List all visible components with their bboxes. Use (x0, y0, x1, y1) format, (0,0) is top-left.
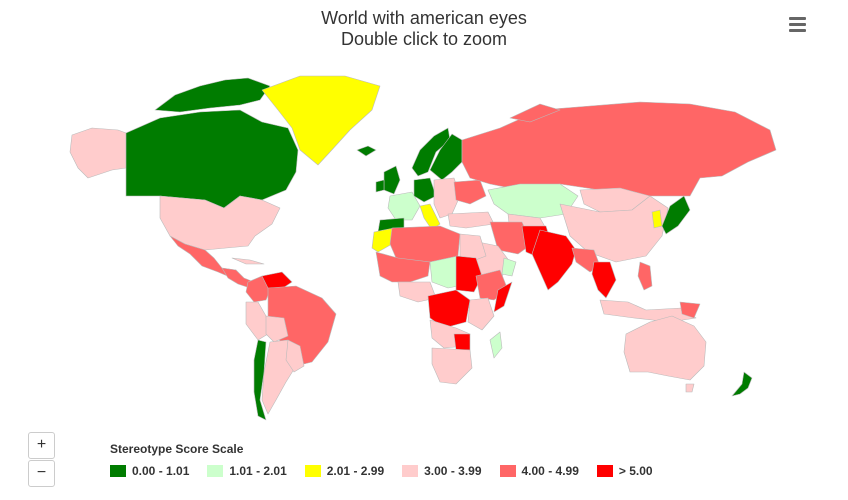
legend-item-2[interactable]: 2.01 - 2.99 (304, 464, 385, 478)
legend-swatch (596, 465, 613, 477)
country-southern-africa[interactable] (431, 347, 473, 385)
country-zimbabwe[interactable] (453, 333, 471, 351)
legend-swatch (402, 465, 419, 477)
country-morocco[interactable] (371, 227, 395, 253)
country-iceland[interactable] (356, 145, 377, 157)
country-southeast-asia[interactable] (591, 261, 617, 299)
legend-swatch (110, 465, 126, 477)
legend-swatch (207, 465, 224, 477)
country-novaya-zemlya[interactable] (509, 103, 561, 123)
country-japan[interactable] (661, 195, 691, 235)
country-venezuela[interactable] (261, 271, 293, 291)
legend-item-0[interactable]: 0.00 - 1.01 (110, 464, 189, 478)
legend-item-1[interactable]: 1.01 - 2.01 (207, 464, 287, 478)
country-oman[interactable] (501, 257, 517, 277)
country-bolivia[interactable] (265, 315, 289, 343)
country-egypt[interactable] (459, 233, 487, 263)
country-paraguay-uruguay[interactable] (285, 339, 305, 373)
country-canada[interactable] (125, 109, 299, 209)
legend-label: 1.01 - 2.01 (229, 464, 287, 478)
country-papua[interactable] (679, 301, 701, 319)
legend-label: 0.00 - 1.01 (132, 464, 190, 478)
country-france[interactable] (387, 191, 421, 221)
country-tasmania[interactable] (685, 383, 695, 393)
legend-swatch (499, 465, 516, 477)
country-greenland[interactable] (261, 75, 381, 166)
country-new-zealand[interactable] (731, 371, 753, 397)
country-ireland[interactable] (375, 179, 385, 193)
country-gulf-of-guinea[interactable] (397, 281, 437, 303)
country-australia[interactable] (623, 315, 707, 381)
chart-title-block: World with american eyes Double click to… (0, 8, 848, 50)
legend-label: 2.01 - 2.99 (326, 464, 385, 478)
country-algeria-libya[interactable] (389, 225, 461, 263)
country-canada-arctic[interactable] (154, 77, 271, 113)
chart-title: World with american eyes (321, 8, 527, 28)
legend-swatch (304, 465, 321, 477)
legend: 0.00 - 1.01 1.01 - 2.01 2.01 - 2.99 3.00… (110, 464, 671, 478)
country-turkey[interactable] (447, 211, 495, 229)
country-russia[interactable] (461, 101, 777, 197)
country-china[interactable] (559, 195, 669, 263)
zoom-out-button[interactable]: − (28, 460, 55, 487)
country-madagascar[interactable] (489, 331, 503, 359)
country-alaska[interactable] (69, 127, 127, 179)
country-east-africa[interactable] (467, 297, 495, 331)
country-congo[interactable] (427, 289, 471, 329)
chart-subtitle: Double click to zoom (340, 29, 508, 49)
country-cuba[interactable] (231, 257, 265, 265)
country-somalia[interactable] (493, 281, 513, 313)
legend-label: 3.00 - 3.99 (424, 464, 482, 478)
legend-label: > 5.00 (618, 464, 653, 478)
legend-item-5[interactable]: > 5.00 (596, 464, 653, 478)
country-germany[interactable] (413, 177, 437, 203)
menu-line (788, 28, 806, 32)
country-india[interactable] (531, 229, 577, 291)
legend-title: Stereotype Score Scale (110, 442, 244, 456)
country-ukraine[interactable] (453, 179, 487, 205)
menu-line (788, 16, 806, 20)
country-iran[interactable] (489, 221, 533, 255)
zoom-in-button[interactable]: + (28, 432, 55, 459)
country-uk[interactable] (383, 165, 401, 195)
country-korea[interactable] (651, 209, 663, 229)
country-philippines[interactable] (637, 261, 653, 291)
country-peru[interactable] (245, 301, 269, 341)
hamburger-menu-icon[interactable] (780, 10, 814, 38)
country-chile[interactable] (253, 339, 267, 421)
legend-item-4[interactable]: 4.00 - 4.99 (499, 464, 579, 478)
menu-line (788, 22, 806, 26)
country-west-africa[interactable] (375, 251, 431, 283)
legend-label: 4.00 - 4.99 (521, 464, 579, 478)
legend-item-3[interactable]: 3.00 - 3.99 (402, 464, 482, 478)
